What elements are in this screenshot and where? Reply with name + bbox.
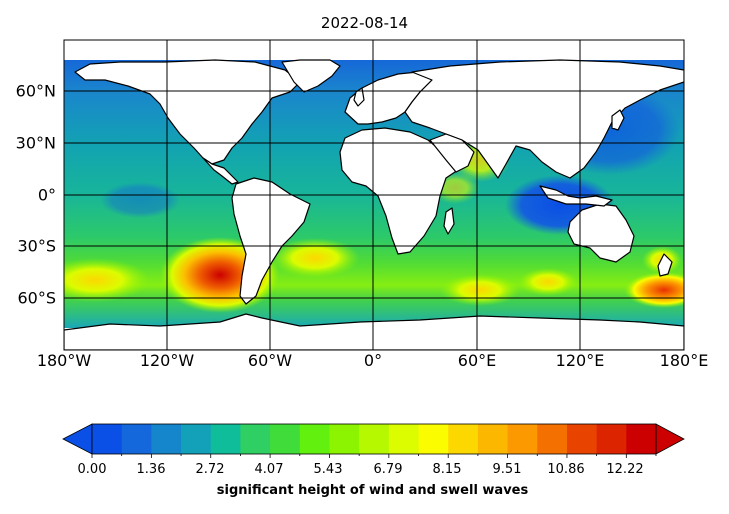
colorbar-tick-label: 4.07 xyxy=(254,462,284,477)
colorbar-cell xyxy=(121,424,152,454)
calm-region xyxy=(100,182,180,218)
colorbar-cell xyxy=(359,424,390,454)
storm-region xyxy=(518,268,578,296)
colorbar-outline xyxy=(91,423,657,455)
colorbar-cell xyxy=(329,424,360,454)
colorbar-cell xyxy=(537,424,568,454)
colorbar-tick-label: 12.22 xyxy=(606,462,644,477)
colorbar-cell xyxy=(596,424,627,454)
colorbar-cell xyxy=(418,424,449,454)
colorbar-under-extension xyxy=(62,423,93,455)
land-africa xyxy=(339,127,459,255)
land-new-zealand xyxy=(657,253,673,277)
colorbar-cell xyxy=(299,424,330,454)
colorbar-over-extension xyxy=(655,423,685,455)
colorbar-cell xyxy=(240,424,271,454)
land-indonesia xyxy=(539,185,613,207)
lon-label: 0° xyxy=(363,351,383,370)
colorbar-tick-label: 2.72 xyxy=(195,462,225,477)
colorbar-tick-label: 8.15 xyxy=(432,462,462,477)
colorbar-cell xyxy=(477,424,509,454)
colorbar-tick-label: 10.86 xyxy=(547,462,585,477)
land-greenland xyxy=(281,59,341,93)
colorbar-tick-label: 1.36 xyxy=(136,462,166,477)
lat-label: 30°N xyxy=(15,133,56,153)
colorbar-tick-label: 6.79 xyxy=(373,462,403,477)
map-title: 2022-08-14 xyxy=(320,14,409,32)
lon-label: 180°W xyxy=(36,351,92,370)
lon-label: 180°E xyxy=(659,351,709,370)
lat-label: 60°N xyxy=(15,81,56,101)
colorbar-cell xyxy=(626,424,657,454)
colorbar-cell xyxy=(566,424,598,454)
storm-region xyxy=(64,258,150,302)
storm-region xyxy=(270,238,360,278)
colorbar-cell xyxy=(388,424,420,454)
colorbar-cell xyxy=(448,424,479,454)
colorbar-tick-label: 9.51 xyxy=(492,462,522,477)
wave-height-map xyxy=(63,39,685,351)
colorbar-label: significant height of wind and swell wav… xyxy=(216,483,529,498)
lat-label: 0° xyxy=(37,185,56,205)
lon-label: 60°E xyxy=(457,351,497,370)
colorbar-cell xyxy=(210,424,241,454)
land-antarctica xyxy=(64,313,684,350)
land-south-america xyxy=(231,177,311,305)
colorbar-cell xyxy=(151,424,182,454)
land-japan xyxy=(611,109,625,131)
colorbar-cell xyxy=(92,424,123,454)
land-uk xyxy=(353,87,365,107)
land-central-america xyxy=(202,157,239,185)
colorbar-tick-label: 0.00 xyxy=(77,462,107,477)
lon-label: 60°W xyxy=(247,351,293,370)
land-asia xyxy=(404,59,684,179)
land-madagascar xyxy=(443,207,455,235)
colorbar-cell xyxy=(507,424,538,454)
lon-label: 120°W xyxy=(139,351,195,370)
storm-region xyxy=(624,272,684,308)
lat-label: 30°S xyxy=(17,236,56,256)
lon-label: 120°E xyxy=(555,351,605,370)
graticule xyxy=(64,40,684,350)
colorbar-cell xyxy=(181,424,212,454)
lat-label: 60°S xyxy=(17,288,56,308)
colorbar-cell xyxy=(270,424,301,454)
colorbar-tick-label: 5.43 xyxy=(313,462,343,477)
map-frame xyxy=(63,39,685,351)
